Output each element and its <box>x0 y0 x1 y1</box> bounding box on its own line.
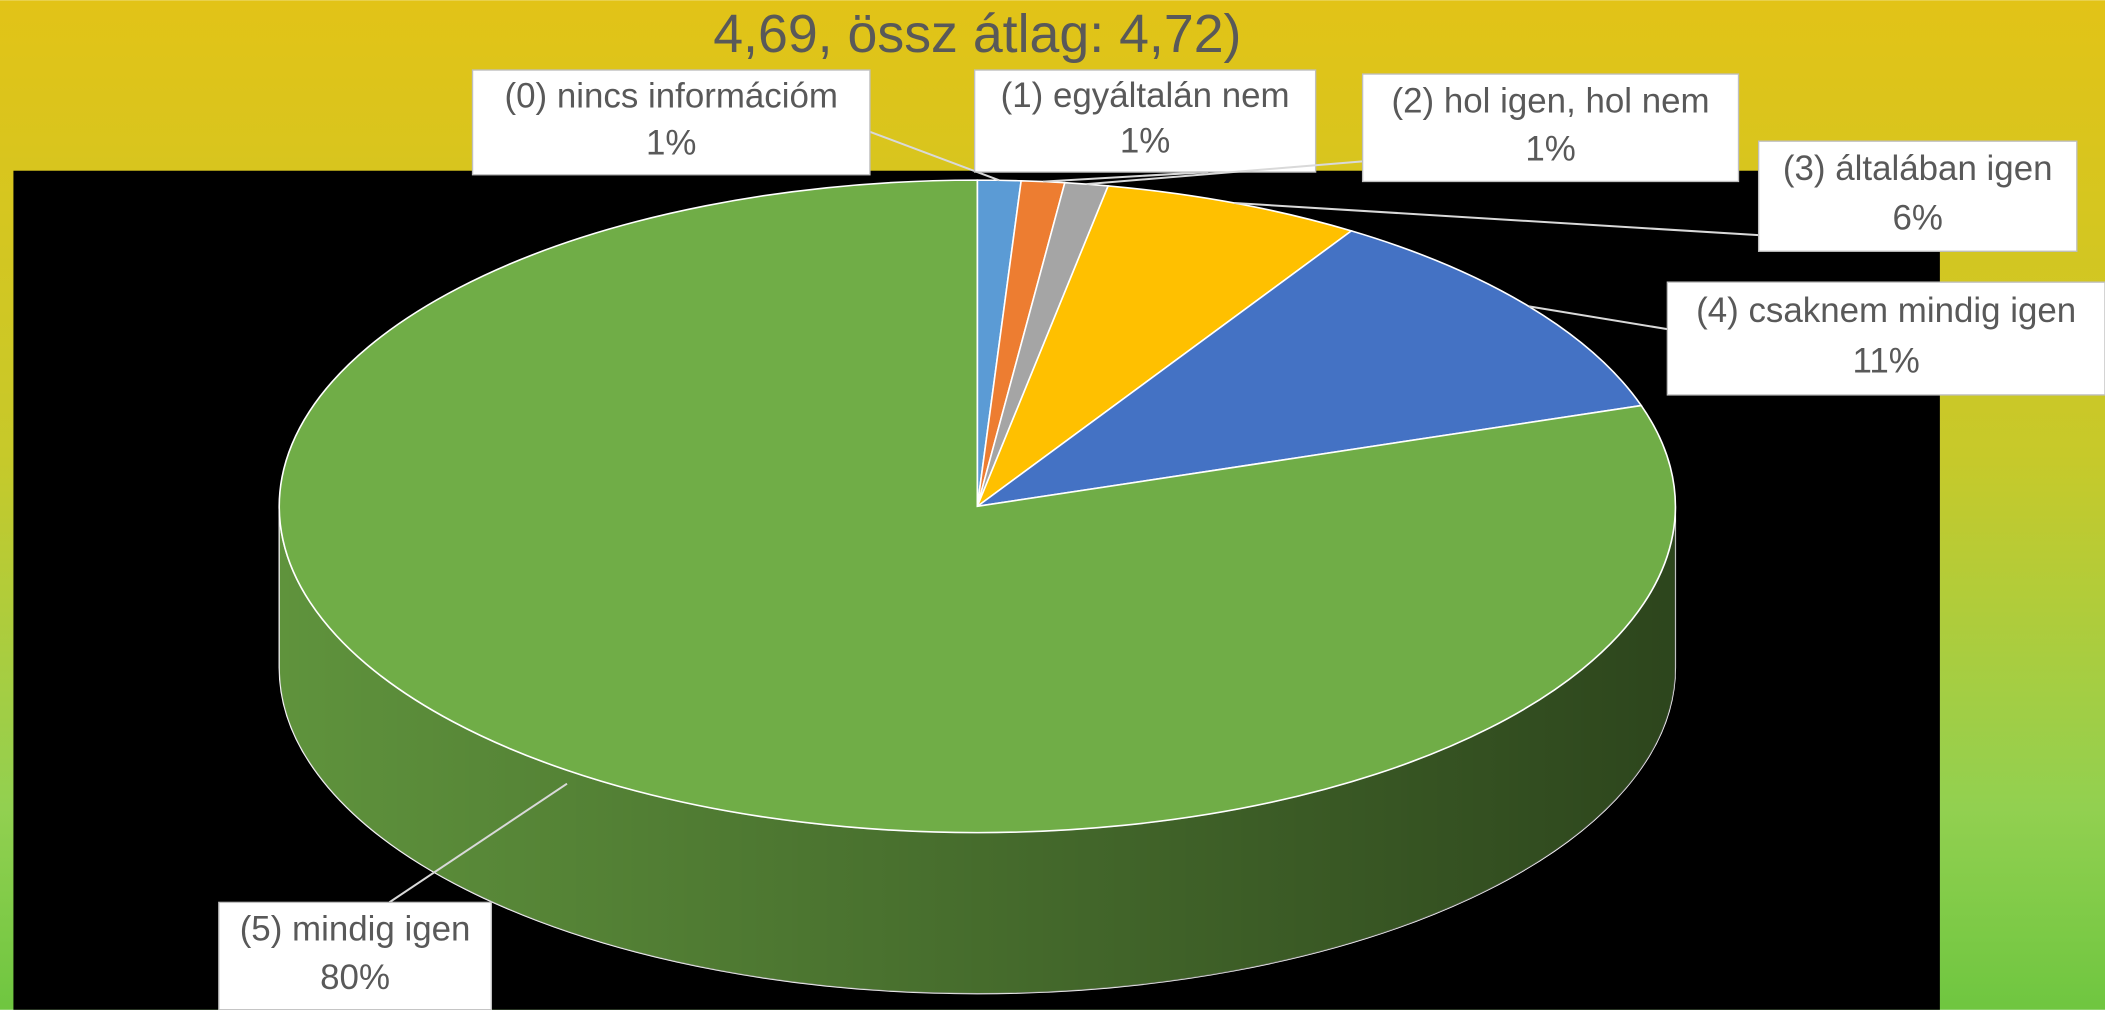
category-label: (2) hol igen, hol nem <box>1392 81 1710 120</box>
label-box <box>218 901 493 1011</box>
label-box <box>1361 73 1740 183</box>
value-label: 1% <box>1120 122 1170 161</box>
leader-line <box>1528 305 1668 331</box>
slice <box>975 185 1354 509</box>
label-box <box>471 69 871 176</box>
category-label: (1) egyáltalán nem <box>1001 76 1290 115</box>
value-label: 80% <box>320 958 390 997</box>
value-label: 11% <box>1853 342 1920 381</box>
value-label: 1% <box>1525 130 1575 169</box>
leader-line <box>1042 171 1209 183</box>
category-label: (5) mindig igen <box>240 910 471 949</box>
slice <box>278 179 1677 834</box>
slice-side-shade <box>279 506 1676 994</box>
chart-title: 4,69, össz átlag: 4,72) <box>713 4 1241 64</box>
category-label: (4) csaknem mindig igen <box>1696 291 2076 330</box>
category-label: (0) nincs információm <box>504 77 837 116</box>
value-label: 1% <box>646 124 696 163</box>
label-box <box>973 69 1317 173</box>
label-box <box>1757 140 2078 252</box>
value-label: 6% <box>1893 199 1943 238</box>
leader-line <box>1234 202 1759 237</box>
leader-line <box>1086 160 1363 186</box>
category-label: (3) általában igen <box>1783 149 2053 188</box>
label-box <box>1666 281 2105 396</box>
leader-line <box>388 782 568 904</box>
